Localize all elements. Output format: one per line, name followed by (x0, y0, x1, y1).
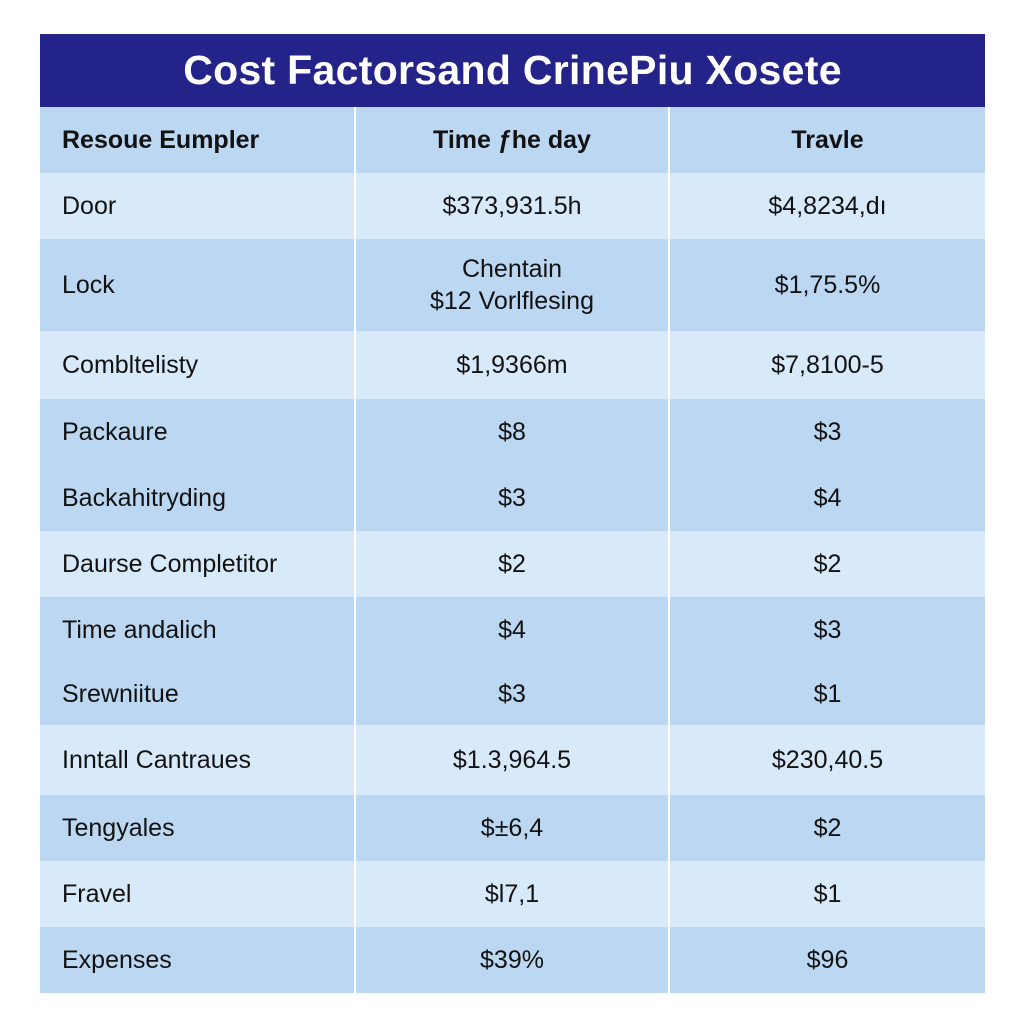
row-label: Fravel (40, 861, 355, 927)
time-value: $8 (498, 418, 526, 446)
time-cell: Chentain $12 Vorlflesing (354, 239, 670, 331)
time-value: $3 (498, 680, 526, 708)
row-label: Expenses (40, 927, 355, 993)
time-value: $39% (480, 946, 544, 974)
time-cell: $2 (354, 531, 670, 597)
row-label: Srewniitue (40, 663, 355, 725)
time-cell: $39% (354, 927, 670, 993)
header-row: Resoue Eumpler Time ƒhe day Travle (40, 107, 985, 173)
time-cell: $8 (354, 399, 670, 465)
travel-cell: $4 (669, 465, 985, 531)
row-label: Time andalich (40, 597, 355, 663)
column-header-travel: Travle (669, 107, 985, 173)
travel-cell: $230,40.5 (669, 725, 985, 795)
time-cell: $l7,1 (354, 861, 670, 927)
column-header-resource: Resoue Eumpler (40, 107, 355, 173)
table-row: Fravel $l7,1 $1 (40, 861, 985, 927)
travel-cell: $1,75.5% (669, 239, 985, 331)
time-cell: $4 (354, 597, 670, 663)
row-label: Daurse Completitor (40, 531, 355, 597)
table-row: Lock Chentain $12 Vorlflesing $1,75.5% (40, 239, 985, 331)
table-row: Inntall Cantraues $1.3,964.5 $230,40.5 (40, 725, 985, 795)
row-label: Packaure (40, 399, 355, 465)
table-title: Cost Factorsand CrinePiu Xosete (40, 34, 985, 107)
travel-cell: $1 (669, 861, 985, 927)
row-label: Backahitryding (40, 465, 355, 531)
time-value: $373,931.5h (442, 192, 582, 220)
time-cell: $±6,4 (354, 795, 670, 861)
travel-cell: $4,8234,dı (669, 173, 985, 239)
time-value: $1.3,964.5 (452, 746, 572, 774)
row-label: Tengyales (40, 795, 355, 861)
travel-cell: $96 (669, 927, 985, 993)
time-value: $1,9366m (456, 351, 568, 379)
cost-table-container: Cost Factorsand CrinePiu Xosete Resoue E… (40, 34, 985, 993)
time-value: $3 (498, 484, 526, 512)
table-row: Time andalich $4 $3 (40, 597, 985, 663)
table-row: Backahitryding $3 $4 (40, 465, 985, 531)
time-cell: $1.3,964.5 (354, 725, 670, 795)
travel-cell: $3 (669, 399, 985, 465)
table-row: Door $373,931.5h $4,8234,dı (40, 173, 985, 239)
travel-cell: $2 (669, 795, 985, 861)
time-value: Chentain (461, 255, 563, 283)
table-row: Combltelisty $1,9366m $7,8100-5 (40, 331, 985, 399)
time-cell: $3 (354, 663, 670, 725)
time-value: $±6,4 (480, 814, 544, 842)
time-value: $l7,1 (484, 880, 540, 908)
time-value: $12 Vorlflesing (429, 287, 594, 315)
time-cell: $373,931.5h (354, 173, 670, 239)
table-row: Daurse Completitor $2 $2 (40, 531, 985, 597)
row-label: Inntall Cantraues (40, 725, 355, 795)
travel-cell: $2 (669, 531, 985, 597)
row-label: Door (40, 173, 355, 239)
table-row: Tengyales $±6,4 $2 (40, 795, 985, 861)
time-cell: $1,9366m (354, 331, 670, 399)
time-cell: $3 (354, 465, 670, 531)
travel-cell: $1 (669, 663, 985, 725)
table-row: Expenses $39% $96 (40, 927, 985, 993)
time-value: $4 (498, 616, 526, 644)
table-row: Srewniitue $3 $1 (40, 663, 985, 725)
row-label: Lock (40, 239, 355, 331)
time-value: $2 (498, 550, 526, 578)
row-label: Combltelisty (40, 331, 355, 399)
column-header-time: Time ƒhe day (354, 107, 670, 173)
cost-table: Resoue Eumpler Time ƒhe day Travle Door $… (40, 107, 985, 993)
travel-cell: $3 (669, 597, 985, 663)
table-row: Packaure $8 $3 (40, 399, 985, 465)
travel-cell: $7,8100-5 (669, 331, 985, 399)
